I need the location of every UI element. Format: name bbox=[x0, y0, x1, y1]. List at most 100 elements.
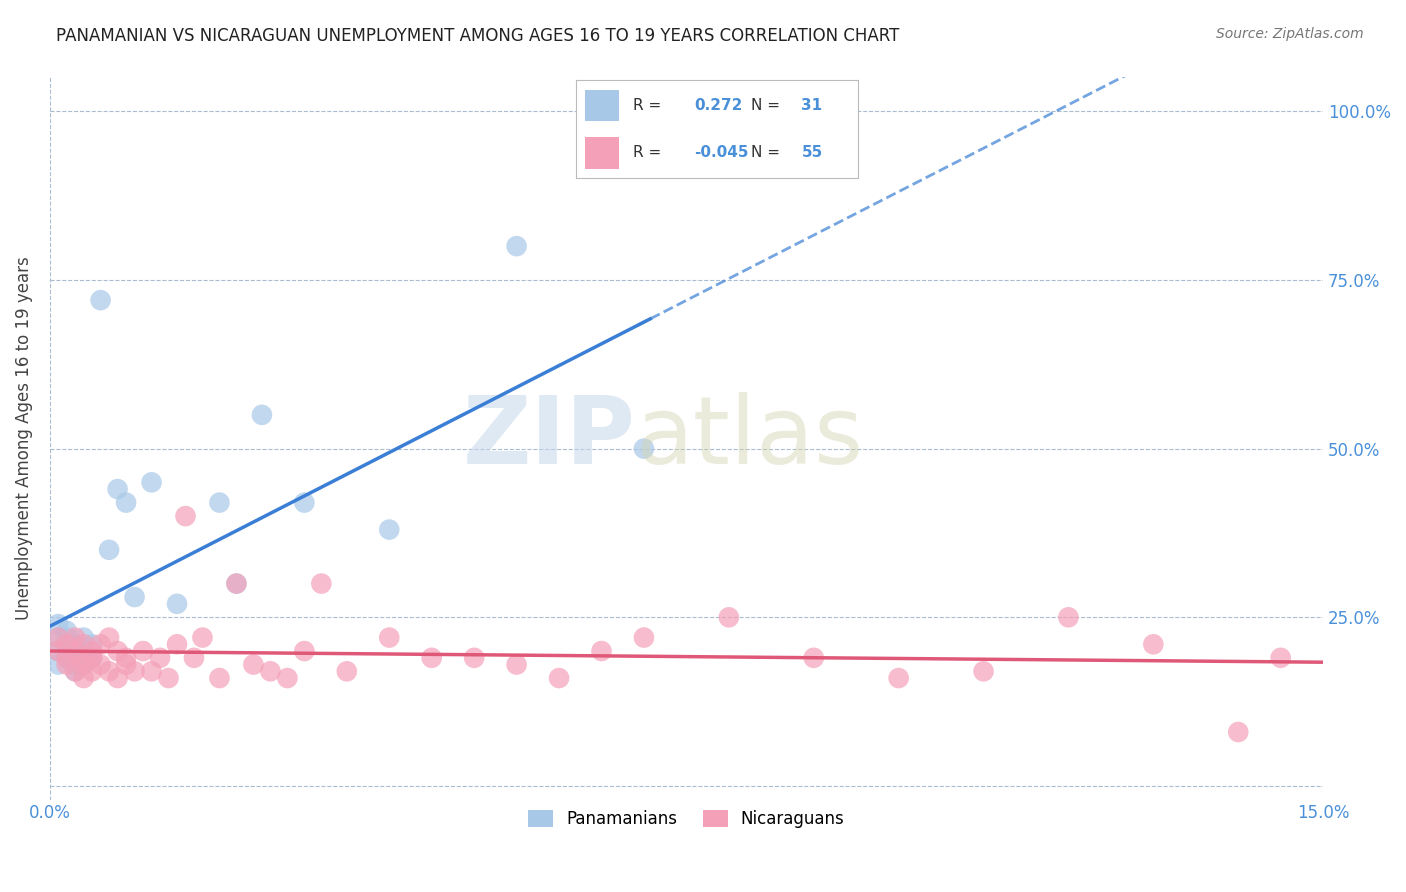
Point bbox=[63, 657, 86, 672]
Y-axis label: Unemployment Among Ages 16 to 19 years: Unemployment Among Ages 16 to 19 years bbox=[15, 257, 32, 620]
Point bbox=[208, 671, 231, 685]
Point bbox=[72, 631, 94, 645]
Point bbox=[208, 495, 231, 509]
FancyBboxPatch shape bbox=[585, 90, 619, 121]
Point bbox=[548, 671, 571, 685]
Point bbox=[174, 509, 197, 524]
Point bbox=[141, 475, 163, 490]
Text: N =: N = bbox=[751, 98, 780, 113]
Point bbox=[46, 657, 69, 672]
Point bbox=[378, 631, 401, 645]
Text: -0.045: -0.045 bbox=[695, 145, 749, 161]
Point bbox=[225, 576, 247, 591]
Point bbox=[90, 637, 112, 651]
Point bbox=[292, 644, 315, 658]
Point bbox=[166, 597, 188, 611]
Point bbox=[46, 617, 69, 632]
Point bbox=[82, 650, 104, 665]
Point bbox=[973, 665, 995, 679]
Point bbox=[55, 657, 77, 672]
FancyBboxPatch shape bbox=[585, 137, 619, 169]
Text: 55: 55 bbox=[801, 145, 823, 161]
Point bbox=[124, 665, 146, 679]
Point bbox=[505, 239, 527, 253]
Point bbox=[63, 637, 86, 651]
Point bbox=[505, 657, 527, 672]
Point bbox=[63, 644, 86, 658]
Point bbox=[72, 657, 94, 672]
Point bbox=[292, 495, 315, 509]
Point bbox=[46, 631, 69, 645]
Text: 31: 31 bbox=[801, 98, 823, 113]
Point bbox=[124, 590, 146, 604]
Point bbox=[1227, 725, 1250, 739]
Point bbox=[887, 671, 910, 685]
Point bbox=[63, 631, 86, 645]
Text: N =: N = bbox=[751, 145, 780, 161]
Point bbox=[55, 637, 77, 651]
Text: ZIP: ZIP bbox=[463, 392, 636, 484]
Point bbox=[183, 650, 205, 665]
Point bbox=[378, 523, 401, 537]
Point bbox=[82, 665, 104, 679]
Point bbox=[115, 657, 138, 672]
Point bbox=[82, 644, 104, 658]
Point bbox=[55, 650, 77, 665]
Point bbox=[55, 624, 77, 638]
Point bbox=[242, 657, 264, 672]
Text: 0.272: 0.272 bbox=[695, 98, 742, 113]
Text: atlas: atlas bbox=[636, 392, 863, 484]
Point bbox=[98, 631, 121, 645]
Legend: Panamanians, Nicaraguans: Panamanians, Nicaraguans bbox=[522, 803, 851, 835]
Point bbox=[311, 576, 333, 591]
Point bbox=[225, 576, 247, 591]
Point bbox=[107, 671, 129, 685]
Point bbox=[63, 665, 86, 679]
Point bbox=[276, 671, 298, 685]
Point bbox=[463, 650, 485, 665]
Point bbox=[72, 671, 94, 685]
Point bbox=[46, 644, 69, 658]
Point bbox=[250, 408, 273, 422]
Point bbox=[63, 644, 86, 658]
Point bbox=[1142, 637, 1164, 651]
Point bbox=[336, 665, 359, 679]
Point bbox=[72, 644, 94, 658]
Point bbox=[115, 495, 138, 509]
Text: R =: R = bbox=[633, 145, 661, 161]
Point bbox=[166, 637, 188, 651]
Point bbox=[141, 665, 163, 679]
Point bbox=[90, 657, 112, 672]
Point bbox=[55, 650, 77, 665]
Point bbox=[420, 650, 443, 665]
Point bbox=[46, 644, 69, 658]
Point bbox=[72, 657, 94, 672]
Point bbox=[717, 610, 740, 624]
Point bbox=[1057, 610, 1080, 624]
Point bbox=[259, 665, 281, 679]
Point bbox=[72, 650, 94, 665]
Point bbox=[72, 637, 94, 651]
Point bbox=[46, 631, 69, 645]
Point bbox=[803, 650, 825, 665]
Point bbox=[157, 671, 180, 685]
Point bbox=[633, 442, 655, 456]
Point bbox=[591, 644, 613, 658]
Text: Source: ZipAtlas.com: Source: ZipAtlas.com bbox=[1216, 27, 1364, 41]
Point bbox=[191, 631, 214, 645]
Point bbox=[63, 665, 86, 679]
Point bbox=[149, 650, 172, 665]
Point bbox=[98, 542, 121, 557]
Text: PANAMANIAN VS NICARAGUAN UNEMPLOYMENT AMONG AGES 16 TO 19 YEARS CORRELATION CHAR: PANAMANIAN VS NICARAGUAN UNEMPLOYMENT AM… bbox=[56, 27, 900, 45]
Point bbox=[132, 644, 155, 658]
Point bbox=[107, 644, 129, 658]
Text: R =: R = bbox=[633, 98, 661, 113]
Point bbox=[98, 665, 121, 679]
Point bbox=[1270, 650, 1292, 665]
Point bbox=[82, 637, 104, 651]
Point bbox=[107, 482, 129, 496]
Point bbox=[633, 631, 655, 645]
Point bbox=[55, 631, 77, 645]
Point bbox=[90, 293, 112, 307]
Point bbox=[115, 650, 138, 665]
